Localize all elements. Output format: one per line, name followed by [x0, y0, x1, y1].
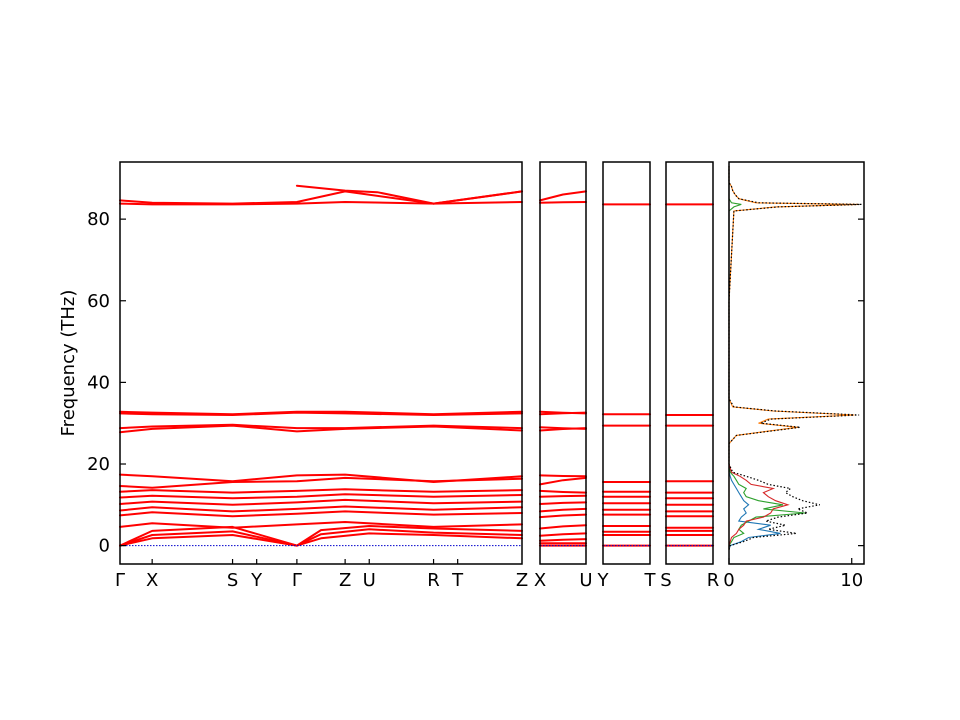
q-point-label: Y: [250, 570, 263, 591]
y-tick-label: 20: [87, 454, 110, 475]
band-line: [539, 524, 587, 530]
q-point-label: U: [363, 570, 376, 591]
q-point-label: Z: [516, 570, 528, 591]
axes: [119, 161, 865, 565]
q-point-label: Z: [339, 570, 351, 591]
band-line: [119, 498, 523, 506]
dos-curves: [728, 166, 862, 550]
band-lines: [119, 184, 714, 547]
q-point-label: Γ: [292, 570, 302, 591]
band-line: [119, 488, 523, 494]
dos-partial-curve: [728, 166, 806, 550]
band-line: [119, 473, 523, 483]
q-point-label: R: [427, 570, 440, 591]
q-point-label: U: [579, 570, 592, 591]
band-line: [119, 532, 523, 547]
band-panel-frame: [602, 161, 651, 565]
band-line: [119, 528, 523, 547]
y-axis-label: Frequency (THz): [58, 290, 79, 437]
q-point-label: S: [227, 570, 238, 591]
band-line: [119, 190, 523, 205]
band-line: [119, 510, 523, 518]
y-tick-label: 40: [87, 372, 110, 393]
band-line: [539, 476, 587, 486]
dos-tick-label: 0: [723, 570, 734, 591]
band-line: [539, 513, 587, 519]
band-line: [119, 493, 523, 500]
band-line: [539, 201, 587, 204]
dos-panel-frame: [728, 161, 865, 565]
band-line: [539, 489, 587, 494]
band-line: [539, 410, 587, 415]
band-line: [539, 507, 587, 513]
band-line: [539, 474, 587, 478]
q-point-label: Y: [597, 570, 610, 591]
q-point-label: X: [146, 570, 158, 591]
band-line: [119, 505, 523, 513]
dos-tick-label: 10: [840, 570, 863, 591]
y-tick-label: 80: [87, 209, 110, 230]
y-tick-label: 60: [87, 291, 110, 312]
band-line: [119, 423, 523, 430]
q-point-label: T: [644, 570, 657, 591]
band-line: [119, 521, 523, 529]
band-line: [539, 501, 587, 505]
band-panel-frame: [539, 161, 587, 565]
band-line: [539, 538, 587, 542]
dos-partial-curve: [728, 166, 860, 550]
band-line: [119, 525, 523, 547]
band-line: [295, 184, 523, 205]
y-tick-label: 0: [99, 536, 110, 557]
band-line: [119, 410, 523, 416]
q-point-label: X: [534, 570, 546, 591]
dos-partial-curve: [728, 166, 781, 550]
q-point-label: R: [707, 570, 720, 591]
band-line: [539, 190, 587, 202]
q-point-label: S: [660, 570, 671, 591]
band-panel-frame: [119, 161, 523, 565]
band-line: [539, 494, 587, 498]
dos-partial-curve: [728, 166, 790, 550]
q-point-label: Γ: [115, 570, 125, 591]
q-point-label: T: [451, 570, 464, 591]
dos-total-curve: [728, 166, 862, 550]
band-panel-frame: [665, 161, 714, 565]
band-line: [539, 532, 587, 537]
band-line: [539, 426, 587, 430]
